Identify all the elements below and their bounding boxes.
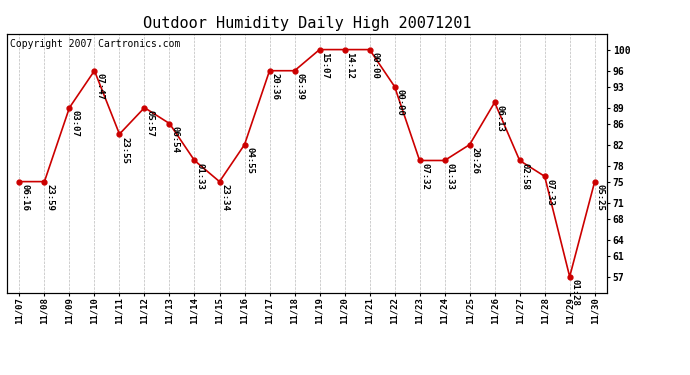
Text: 23:34: 23:34	[221, 184, 230, 211]
Text: 14:12: 14:12	[346, 53, 355, 79]
Text: 06:13: 06:13	[495, 105, 504, 132]
Text: 01:33: 01:33	[446, 163, 455, 190]
Text: 23:59: 23:59	[46, 184, 55, 211]
Text: 07:47: 07:47	[95, 74, 104, 100]
Text: 05:25: 05:25	[595, 184, 604, 211]
Text: 20:26: 20:26	[471, 147, 480, 174]
Text: 05:57: 05:57	[146, 111, 155, 137]
Title: Outdoor Humidity Daily High 20071201: Outdoor Humidity Daily High 20071201	[143, 16, 471, 31]
Text: 04:55: 04:55	[246, 147, 255, 174]
Text: 03:07: 03:07	[70, 111, 79, 137]
Text: 00:00: 00:00	[395, 89, 404, 116]
Text: 02:58: 02:58	[521, 163, 530, 190]
Text: 07:33: 07:33	[546, 179, 555, 206]
Text: 23:55: 23:55	[121, 137, 130, 164]
Text: 06:54: 06:54	[170, 126, 179, 153]
Text: 07:32: 07:32	[421, 163, 430, 190]
Text: 15:07: 15:07	[321, 53, 330, 79]
Text: 00:00: 00:00	[371, 53, 380, 79]
Text: 06:16: 06:16	[21, 184, 30, 211]
Text: 05:39: 05:39	[295, 74, 304, 100]
Text: Copyright 2007 Cartronics.com: Copyright 2007 Cartronics.com	[10, 39, 180, 49]
Text: 01:33: 01:33	[195, 163, 204, 190]
Text: 01:28: 01:28	[571, 279, 580, 306]
Text: 20:36: 20:36	[270, 74, 279, 100]
